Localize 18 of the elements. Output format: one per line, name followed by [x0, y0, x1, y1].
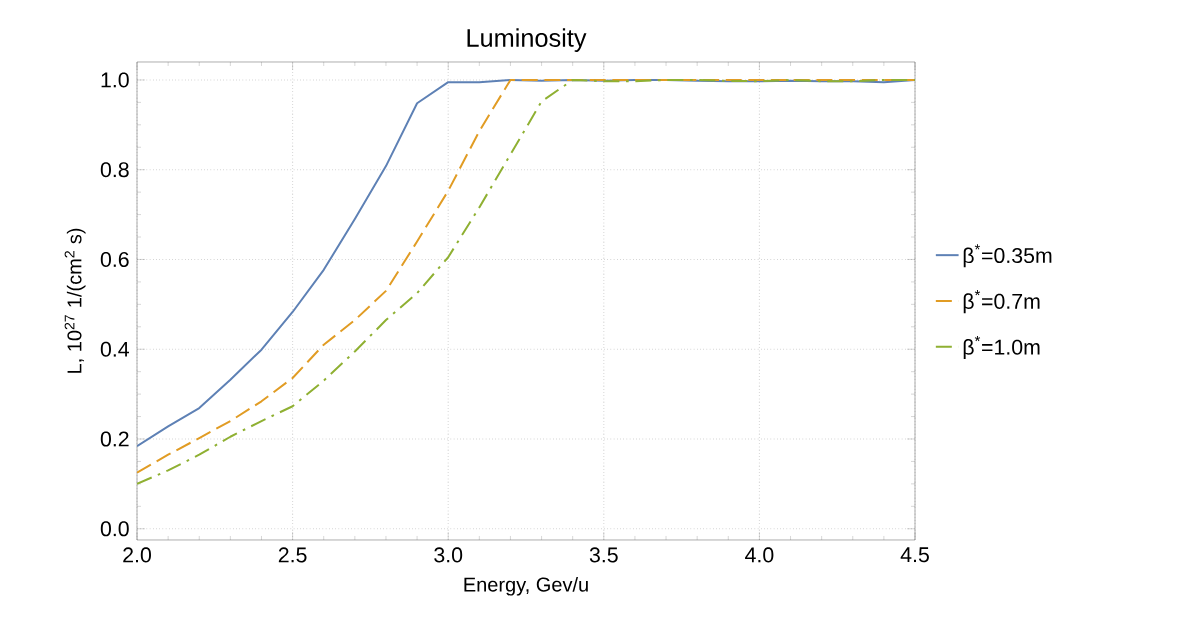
y-tick-label: 0.4 — [100, 341, 129, 357]
y-tick-label: 1.0 — [101, 72, 129, 88]
y-tick-label: 0.8 — [100, 162, 129, 178]
x-axis-title: Energy, Gev/u — [464, 576, 588, 596]
x-tick-label: 4.0 — [745, 547, 774, 563]
x-tick-label: 3.0 — [434, 547, 463, 563]
y-axis-title: L, 10$^{27}$ 1/(cm$^{2}$ s) — [64, 228, 86, 373]
x-tick-label: 2.5 — [278, 547, 307, 563]
x-tick-label: 3.5 — [589, 547, 618, 563]
legend-label: β$^{*}$=1.0m — [963, 335, 1040, 359]
y-tick-label: 0.2 — [100, 431, 129, 447]
y-tick-label: 0.6 — [100, 251, 129, 268]
x-tick-label: 2.0 — [123, 547, 151, 563]
y-tick-label: 0.0 — [100, 521, 129, 537]
legend-label: β$^{*}$=0.35m — [963, 244, 1052, 268]
x-tick-label: 4.5 — [900, 547, 929, 563]
chart-title: Luminosity — [467, 28, 587, 52]
legend-label: β$^{*}$=0.7m — [963, 290, 1040, 314]
